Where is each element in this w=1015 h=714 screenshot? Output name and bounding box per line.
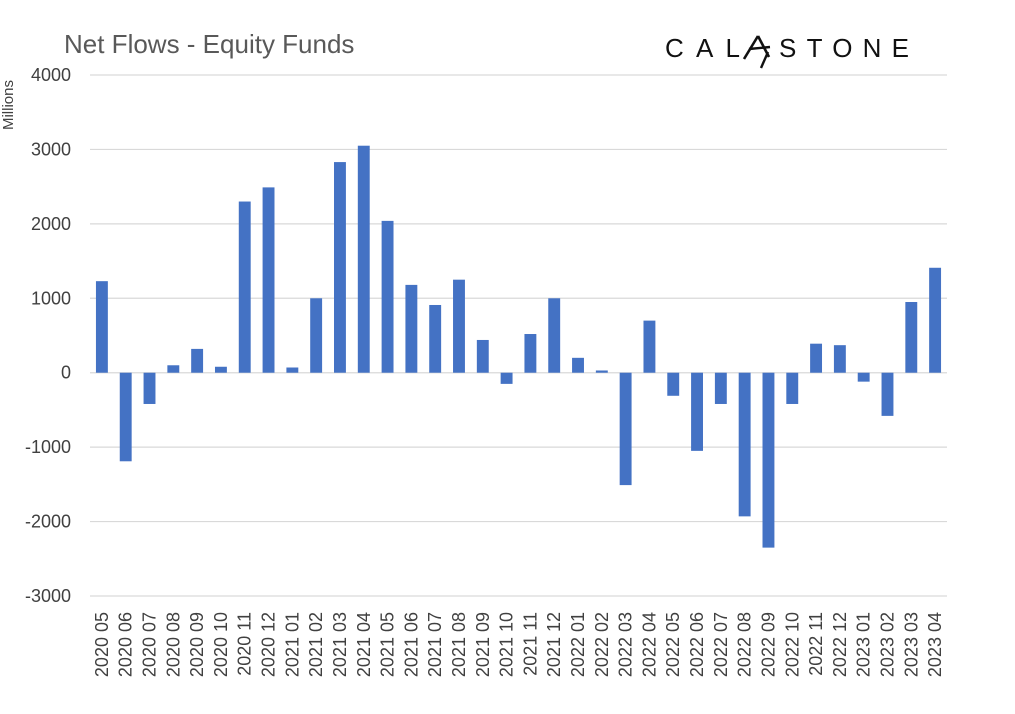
x-tick-label: 2023 01 xyxy=(854,612,874,677)
y-tick-label: -2000 xyxy=(25,512,71,532)
x-tick-label: 2022 08 xyxy=(735,612,755,677)
x-tick-label: 2022 07 xyxy=(711,612,731,677)
bar xyxy=(191,348,204,373)
x-tick-label: 2022 04 xyxy=(639,612,659,677)
x-tick-label: 2023 03 xyxy=(901,612,921,677)
bar xyxy=(286,367,299,373)
x-tick-label: 2022 09 xyxy=(758,612,778,677)
x-tick-label: 2021 02 xyxy=(306,612,326,677)
bar xyxy=(810,343,823,373)
logo-text-right: STONE xyxy=(779,33,909,63)
bar xyxy=(95,281,108,373)
bar xyxy=(667,372,680,396)
bar xyxy=(119,372,132,462)
x-tick-labels: 2020 05 2020 06 2020 07 2020 08 2020 09 2020 … xyxy=(92,612,945,677)
x-tick-label: 2022 10 xyxy=(782,612,802,677)
x-tick-label: 2022 06 xyxy=(687,612,707,677)
x-tick-label: 2020 08 xyxy=(163,612,183,677)
bar xyxy=(905,302,918,373)
bar xyxy=(548,298,561,373)
x-tick-label: 2020 07 xyxy=(140,612,160,677)
bar xyxy=(738,372,751,517)
bar xyxy=(238,201,251,373)
bar xyxy=(405,284,418,373)
bar xyxy=(453,279,465,373)
x-tick-label: 2022 12 xyxy=(830,612,850,677)
x-tick-label: 2021 03 xyxy=(330,612,350,677)
x-tick-label: 2021 09 xyxy=(473,612,493,677)
bars xyxy=(95,145,942,548)
x-tick-label: 2020 12 xyxy=(259,612,279,677)
logo-mark-icon xyxy=(742,35,771,69)
y-tick-label: 4000 xyxy=(31,65,71,85)
bar xyxy=(500,372,513,384)
bar xyxy=(691,372,703,451)
x-tick-label: 2021 07 xyxy=(425,612,445,677)
bar xyxy=(524,334,537,373)
x-tick-label: 2022 11 xyxy=(806,612,826,676)
bar xyxy=(381,220,394,373)
x-tick-label: 2021 08 xyxy=(449,612,469,677)
x-tick-label: 2020 05 xyxy=(92,612,112,677)
x-tick-label: 2020 09 xyxy=(187,612,207,677)
bar xyxy=(357,145,370,373)
bar xyxy=(214,366,227,373)
x-tick-label: 2020 11 xyxy=(235,612,255,676)
x-tick-label: 2022 03 xyxy=(616,612,636,677)
y-tick-label: 1000 xyxy=(31,288,71,308)
y-tick-label: 0 xyxy=(61,363,71,383)
bar xyxy=(334,162,346,373)
y-tick-label: -1000 xyxy=(25,437,71,457)
x-tick-label: 2020 10 xyxy=(211,612,231,677)
x-tick-label: 2021 11 xyxy=(520,612,540,676)
y-tick-label: -3000 xyxy=(25,586,71,606)
y-axis-label: Millions xyxy=(0,80,17,130)
x-tick-label: 2022 02 xyxy=(592,612,612,677)
bar xyxy=(167,365,180,373)
y-tick-label: 2000 xyxy=(31,214,71,234)
x-tick-label: 2021 12 xyxy=(544,612,564,677)
x-tick-label: 2023 02 xyxy=(877,612,897,677)
bar xyxy=(476,339,489,373)
x-tick-label: 2021 06 xyxy=(401,612,421,677)
x-tick-label: 2021 04 xyxy=(354,612,374,677)
bar xyxy=(310,298,323,373)
x-tick-label: 2021 01 xyxy=(282,612,302,677)
x-tick-label: 2021 10 xyxy=(497,612,517,677)
calastone-logo: CAL STONE xyxy=(665,33,909,69)
bar xyxy=(881,372,894,416)
bar xyxy=(429,304,442,373)
x-tick-label: 2020 06 xyxy=(116,612,136,677)
bar xyxy=(643,320,656,373)
bar xyxy=(262,187,275,373)
x-tick-label: 2022 01 xyxy=(568,612,588,677)
bar xyxy=(857,372,870,382)
bar xyxy=(762,372,775,548)
bar xyxy=(714,372,727,404)
bar xyxy=(619,372,632,486)
y-tick-labels: 4000 3000 2000 1000 0 -1000 -2000 -3000 xyxy=(25,65,71,606)
y-tick-label: 3000 xyxy=(31,139,71,159)
bar xyxy=(929,267,942,373)
chart-title: Net Flows - Equity Funds xyxy=(64,29,354,59)
grid-lines xyxy=(90,74,947,597)
bar xyxy=(595,370,608,373)
logo-text-left: CAL xyxy=(665,33,740,63)
bar xyxy=(143,372,156,404)
x-tick-label: 2021 05 xyxy=(378,612,398,677)
bar xyxy=(572,357,584,373)
bar xyxy=(786,372,799,404)
bar xyxy=(833,345,846,373)
x-tick-label: 2022 05 xyxy=(663,612,683,677)
x-tick-label: 2023 04 xyxy=(925,612,945,677)
